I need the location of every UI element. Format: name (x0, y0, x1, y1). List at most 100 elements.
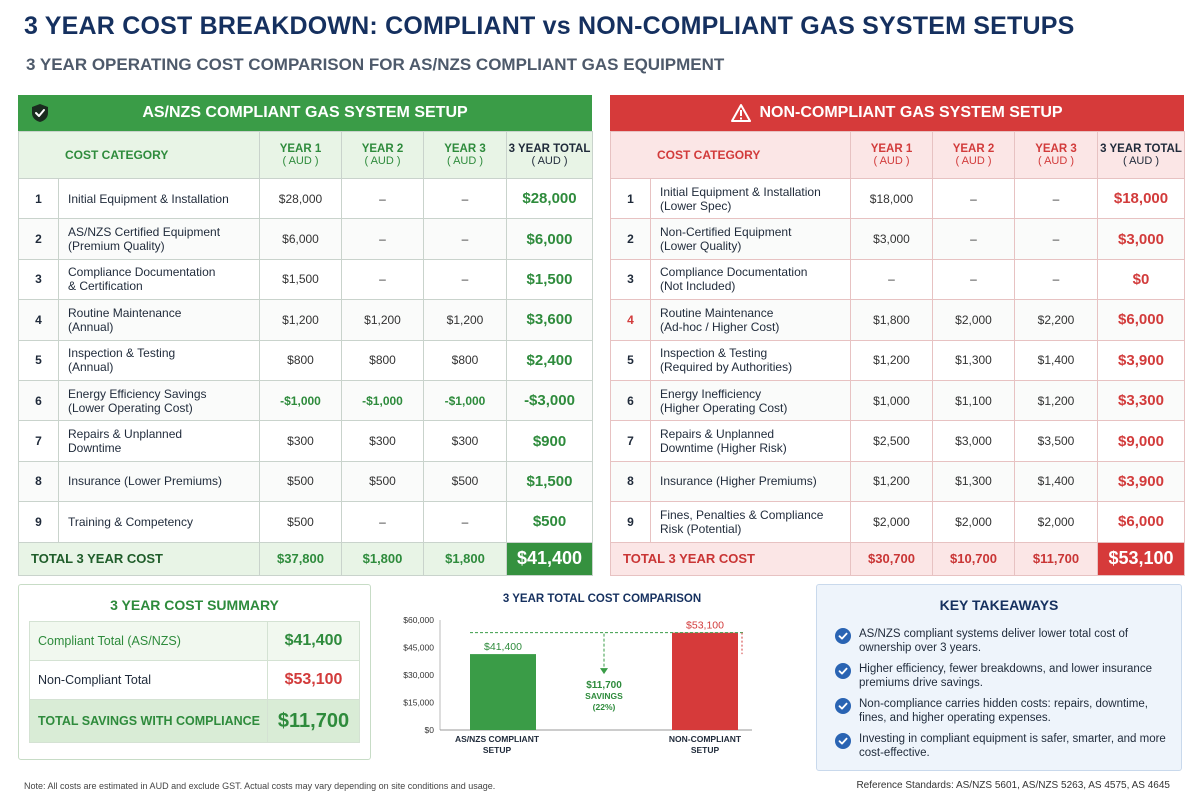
row-number: 3 (18, 258, 59, 301)
row-total: $9,000 (1097, 420, 1185, 462)
table-row: 9 Fines, Penalties & Compliance Risk (Pote… (610, 501, 1185, 543)
row-year1: $1,200 (850, 339, 933, 381)
header-cost-category: COST CATEGORY (610, 131, 851, 179)
check-circle-icon (835, 663, 851, 679)
header-total: 3 YEAR TOTAL( AUD ) (506, 131, 593, 179)
row-total: $6,000 (1097, 501, 1185, 543)
row-total: $3,900 (1097, 339, 1185, 381)
table-row: 8 Insurance (Lower Premiums) $500 $500 $500 $… (18, 460, 593, 503)
compliant-total-row: TOTAL 3 YEAR COST $37,800 $1,800 $1,800 … (18, 541, 593, 576)
summary-non-compliant-label: Non-Compliant Total (38, 673, 152, 687)
row-category: AS/NZS Certified Equipment (Premium Quali… (58, 218, 260, 260)
row-year1: $1,200 (850, 460, 933, 503)
row-year2: $300 (341, 420, 424, 462)
check-circle-icon (835, 628, 851, 644)
summary-compliant-label: Compliant Total (AS/NZS) (38, 634, 181, 648)
takeaway-item: AS/NZS compliant systems deliver lower t… (831, 627, 1167, 655)
takeaways-title: KEY TAKEAWAYS (939, 597, 1059, 613)
row-number: 5 (18, 339, 59, 381)
page-subtitle: 3 YEAR OPERATING COST COMPARISON FOR AS/… (26, 55, 725, 74)
summary-non-compliant-value: $53,100 (267, 661, 359, 699)
row-year3: $2,200 (1014, 299, 1098, 341)
row-year1: $1,000 (850, 379, 933, 422)
row-year3: $300 (423, 420, 507, 462)
cost-summary-card: 3 YEAR COST SUMMARY Compliant Total (AS/… (18, 584, 371, 760)
row-year3: $2,000 (1014, 501, 1098, 543)
check-circle-icon (835, 698, 851, 714)
row-total: $900 (506, 420, 593, 462)
row-total: $18,000 (1097, 177, 1185, 220)
row-total: $0 (1097, 258, 1185, 301)
non-compliant-panel-header: NON-COMPLIANT GAS SYSTEM SETUP (610, 95, 1184, 131)
shield-check-icon (32, 104, 48, 122)
row-year3: $1,400 (1014, 460, 1098, 503)
row-year3: $500 (423, 460, 507, 503)
row-total: $3,300 (1097, 379, 1185, 422)
total-label: TOTAL 3 YEAR COST (610, 541, 851, 576)
row-number: 3 (610, 258, 651, 301)
row-year1: $18,000 (850, 177, 933, 220)
row-number: 7 (610, 420, 651, 462)
row-number: 8 (610, 460, 651, 503)
takeaway-item: Non-compliance carries hidden costs: rep… (831, 697, 1167, 725)
header-total: 3 YEAR TOTAL( AUD ) (1097, 131, 1185, 179)
table-row: 3 Compliance Documentation & Certification… (18, 258, 593, 301)
row-year1: $500 (259, 501, 342, 543)
header-cost-category: COST CATEGORY (18, 131, 260, 179)
row-year1: $1,800 (850, 299, 933, 341)
summary-savings-label: TOTAL SAVINGS WITH COMPLIANCE (38, 714, 260, 728)
bar-non-compliant (672, 632, 738, 730)
row-category: Energy Efficiency Savings (Lower Operatin… (58, 379, 260, 422)
row-total: $3,600 (506, 299, 593, 341)
header-year2: YEAR 2( AUD ) (932, 131, 1015, 179)
row-year2: -$1,000 (341, 379, 424, 422)
table-row: 4 Routine Maintenance (Annual) $1,200 $1,200… (18, 299, 593, 341)
row-year1: $3,000 (850, 218, 933, 260)
warning-triangle-icon (731, 104, 752, 122)
takeaways-list: AS/NZS compliant systems deliver lower t… (831, 627, 1167, 760)
total-3year: $53,100 (1097, 541, 1185, 576)
row-category: Compliance Documentation & Certification (58, 258, 260, 301)
row-category: Non-Certified Equipment (Lower Quality) (650, 218, 851, 260)
row-total: $1,500 (506, 460, 593, 503)
header-year3: YEAR 3( AUD ) (1014, 131, 1098, 179)
table-row: 5 Inspection & Testing (Required by Author… (610, 339, 1185, 381)
row-number: 4 (18, 299, 59, 341)
row-year3: $1,200 (423, 299, 507, 341)
row-number: 2 (18, 218, 59, 260)
row-year1: $2,000 (850, 501, 933, 543)
row-year3: $1,400 (1014, 339, 1098, 381)
summary-title: 3 YEAR COST SUMMARY (110, 597, 279, 613)
row-year1: $28,000 (259, 177, 342, 220)
row-category: Inspection & Testing (Required by Authori… (650, 339, 851, 381)
bar-chart: 3 YEAR TOTAL COST COMPARISON $0 $15,000 $3… (403, 593, 752, 755)
takeaway-text: Non-compliance carries hidden costs: rep… (859, 698, 1148, 724)
reference-standards: Reference Standards: AS/NZS 5601, AS/NZS… (856, 780, 1170, 791)
total-year1: $30,700 (850, 541, 933, 576)
row-number: 1 (18, 177, 59, 220)
row-category: Training & Competency (58, 501, 260, 543)
takeaway-item: Investing in compliant equipment is safe… (831, 732, 1167, 760)
row-number: 7 (18, 420, 59, 462)
non-compliant-total-row: TOTAL 3 YEAR COST $30,700 $10,700 $11,70… (610, 541, 1185, 576)
summary-row-non-compliant: Non-Compliant Total $53,100 (29, 660, 360, 700)
total-year1: $37,800 (259, 541, 342, 576)
header-year1: YEAR 1( AUD ) (850, 131, 933, 179)
row-year3: – (423, 218, 507, 260)
row-year3: – (1014, 258, 1098, 301)
header-year1: YEAR 1( AUD ) (259, 131, 342, 179)
row-category: Initial Equipment & Installation (Lower S… (650, 177, 851, 220)
table-row: 3 Compliance Documentation (Not Included) –… (610, 258, 1185, 301)
row-year3: $800 (423, 339, 507, 381)
total-cost-chart: 3 YEAR TOTAL COST COMPARISON $0 $15,000 $3… (392, 588, 802, 766)
row-total: $3,900 (1097, 460, 1185, 503)
summary-row-savings: TOTAL SAVINGS WITH COMPLIANCE $11,700 (29, 699, 360, 743)
summary-savings-value: $11,700 (267, 700, 359, 742)
row-year2: – (341, 501, 424, 543)
row-category: Insurance (Lower Premiums) (58, 460, 260, 503)
row-year3: – (423, 258, 507, 301)
table-row: 9 Training & Competency $500– – $500 (18, 501, 593, 543)
table-row: 6 Energy Efficiency Savings (Lower Operati… (18, 379, 593, 422)
takeaway-text: Higher efficiency, fewer breakdowns, and… (859, 663, 1152, 689)
row-number: 5 (610, 339, 651, 381)
